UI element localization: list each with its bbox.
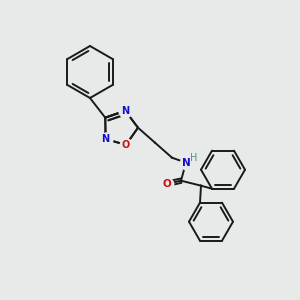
Text: N: N <box>121 106 129 116</box>
Text: H: H <box>190 153 198 163</box>
Text: N: N <box>182 158 190 168</box>
Text: O: O <box>122 140 130 150</box>
Text: N: N <box>102 134 110 144</box>
Text: O: O <box>122 140 130 150</box>
Text: N: N <box>102 134 110 144</box>
Text: N: N <box>121 106 129 116</box>
Text: O: O <box>163 179 171 189</box>
